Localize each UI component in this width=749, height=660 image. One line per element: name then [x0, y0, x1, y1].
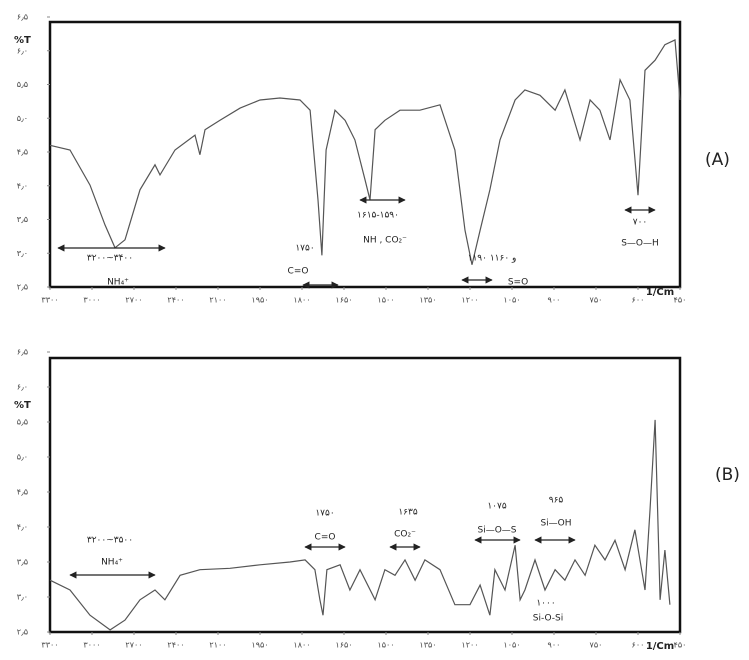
annotation: ۳۲۰۰~۳۵۰۰ [87, 536, 133, 546]
annotation: Si—O—S [477, 526, 516, 536]
y-axis-label: %T [14, 35, 31, 46]
panel-label: (A) [705, 150, 730, 170]
x-tick-label: ۲۷۰۰ [125, 641, 142, 650]
annotation: NH , CO₂⁻ [363, 236, 407, 246]
x-tick-label: ۹۰۰ [548, 296, 561, 305]
x-tick-label: ۱۵۰۰ [377, 641, 394, 650]
annotation: S—O—H [621, 239, 659, 249]
x-tick-label: ۳۰۰۰ [83, 641, 100, 650]
x-tick-label: ۱۹۵۰ [251, 296, 268, 305]
y-tick-label: ۳٫۵ [17, 215, 28, 224]
y-tick-label: ۶٫۵ [17, 348, 28, 357]
annotation: NH₄⁺ [107, 278, 129, 288]
annotation: Si-O-Si [533, 614, 564, 624]
y-tick-label: ۲٫۵ [17, 628, 28, 637]
x-tick-label: ۷۵۰ [590, 296, 603, 305]
y-tick-label: ۳٫۰ [17, 249, 28, 258]
x-tick-label: ۱۳۵۰ [419, 641, 436, 650]
x-tick-label: ۱۸۰۰ [293, 641, 310, 650]
annotation: C=O [315, 533, 336, 543]
annotation: ۱۰۷۵ [487, 502, 507, 512]
x-tick-label: ۱۰۵۰ [503, 641, 520, 650]
x-tick-label: ۱۲۰۰ [461, 641, 478, 650]
x-tick-label: ۱۵۰۰ [377, 296, 394, 305]
x-tick-label: ۱۶۵۰ [335, 296, 352, 305]
x-tick-label: ۱۸۰۰ [293, 296, 310, 305]
y-tick-label: ۵٫۵ [17, 80, 28, 89]
y-tick-label: ۳٫۰ [17, 593, 28, 602]
plot-frame [48, 356, 682, 634]
x-tick-label: ۱۳۵۰ [419, 296, 436, 305]
annotation: ۱۶۱۵-۱۵۹۰ [357, 211, 399, 221]
annotation: CO₂⁻ [394, 530, 416, 540]
annotation: ۱۶۳۵ [398, 508, 418, 518]
x-tick-label: ۱۶۵۰ [335, 641, 352, 650]
x-tick-label: ۳۰۰۰ [83, 296, 100, 305]
x-axis-label: 1/Cm [646, 287, 674, 298]
y-tick-label: ۲٫۵ [17, 283, 28, 292]
x-tick-label: ۲۱۰۰ [209, 641, 226, 650]
y-axis-label: %T [14, 400, 31, 411]
annotation: ۱۰۰۰ [536, 599, 555, 609]
x-axis-label: 1/Cm [646, 641, 674, 652]
y-tick-label: ۶٫۵ [17, 13, 28, 22]
x-tick-label: ۶۰۰ [632, 296, 645, 305]
x-tick-label: ۳۳۰۰ [41, 641, 58, 650]
annotation: Si—OH [540, 519, 571, 529]
spectrum-line [49, 38, 681, 265]
x-tick-label: ۹۰۰ [548, 641, 561, 650]
annotation: S=O [508, 278, 528, 288]
annotation: ۱۱۹۰ و ۱۱۶۰ [468, 254, 517, 264]
y-tick-label: ۴٫۵ [17, 488, 28, 497]
y-tick-label: ۵٫۰ [17, 114, 28, 123]
x-tick-label: ۱۲۰۰ [461, 296, 478, 305]
annotation: NH₄⁺ [101, 558, 123, 568]
x-tick-label: ۲۴۰۰ [167, 296, 184, 305]
x-tick-label: ۱۰۵۰ [503, 296, 520, 305]
x-tick-label: ۲۴۰۰ [167, 641, 184, 650]
x-tick-label: ۱۹۵۰ [251, 641, 268, 650]
spectrum-line [49, 419, 671, 631]
plot-frame [48, 20, 682, 289]
annotation: ۹۶۵ [549, 496, 564, 506]
x-tick-label: ۶۰۰ [632, 641, 645, 650]
x-tick-label: ۷۵۰ [590, 641, 603, 650]
annotation: ۱۷۵۰ [295, 244, 314, 254]
y-tick-label: ۶٫۰ [17, 46, 28, 55]
annotation: ۳۲۰۰~۳۴۰۰ [87, 254, 133, 264]
x-tick-label: ۳۳۰۰ [41, 296, 58, 305]
panel-label: (B) [715, 465, 740, 485]
y-tick-label: ۴٫۵ [17, 148, 28, 157]
y-tick-label: ۳٫۵ [17, 558, 28, 567]
y-tick-label: ۵٫۵ [17, 418, 28, 427]
x-tick-label: ۴۵۰ [674, 296, 687, 305]
x-tick-label: ۲۱۰۰ [209, 296, 226, 305]
annotation: ۷۰۰ [633, 218, 648, 228]
annotation: ۱۷۵۰ [315, 509, 334, 519]
y-tick-label: ۵٫۰ [17, 453, 28, 462]
annotation: C=O [288, 267, 309, 277]
y-tick-label: ۶٫۰ [17, 383, 28, 392]
y-tick-label: ۴٫۰ [17, 523, 28, 532]
y-tick-label: ۴٫۰ [17, 181, 28, 190]
x-tick-label: ۴۵۰ [674, 641, 687, 650]
x-tick-label: ۲۷۰۰ [125, 296, 142, 305]
